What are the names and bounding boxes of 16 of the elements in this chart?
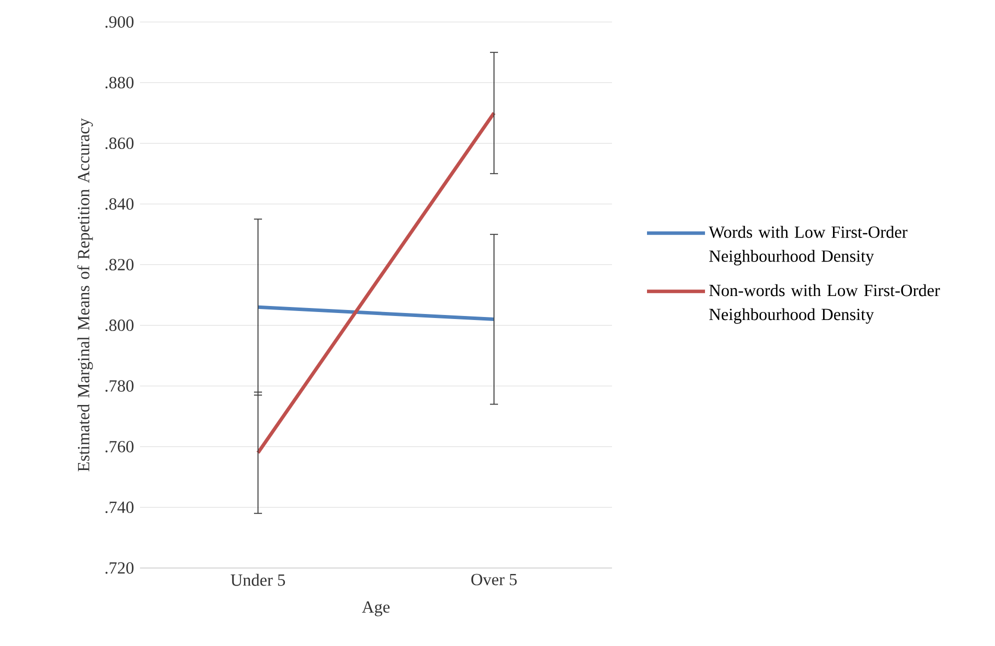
y-tick-label: .820 — [106, 258, 134, 270]
y-tick-label: .740 — [106, 502, 134, 514]
y-axis-title: Estimated Marginal Means of Repetition Accuracy — [77, 118, 93, 472]
legend-label: Non-words with Low First-Order Neighbourhood Density — [709, 284, 940, 324]
legend-label: Words with Low First-Order Neighbourhood Density — [708, 226, 908, 266]
y-tick-label: .900 — [106, 16, 134, 28]
y-tick-label: .840 — [106, 198, 134, 210]
y-tick-label: .780 — [106, 380, 134, 392]
y-tick-label: .720 — [106, 562, 134, 574]
y-tick-label: .760 — [106, 440, 134, 452]
x-axis-title: Age — [362, 601, 390, 616]
y-tick-label: .800 — [106, 320, 134, 332]
x-tick-label: Under 5 — [230, 574, 285, 586]
y-tick-label: .860 — [106, 138, 134, 150]
y-tick-label: .880 — [106, 76, 134, 88]
x-tick-label: Over 5 — [471, 574, 517, 586]
